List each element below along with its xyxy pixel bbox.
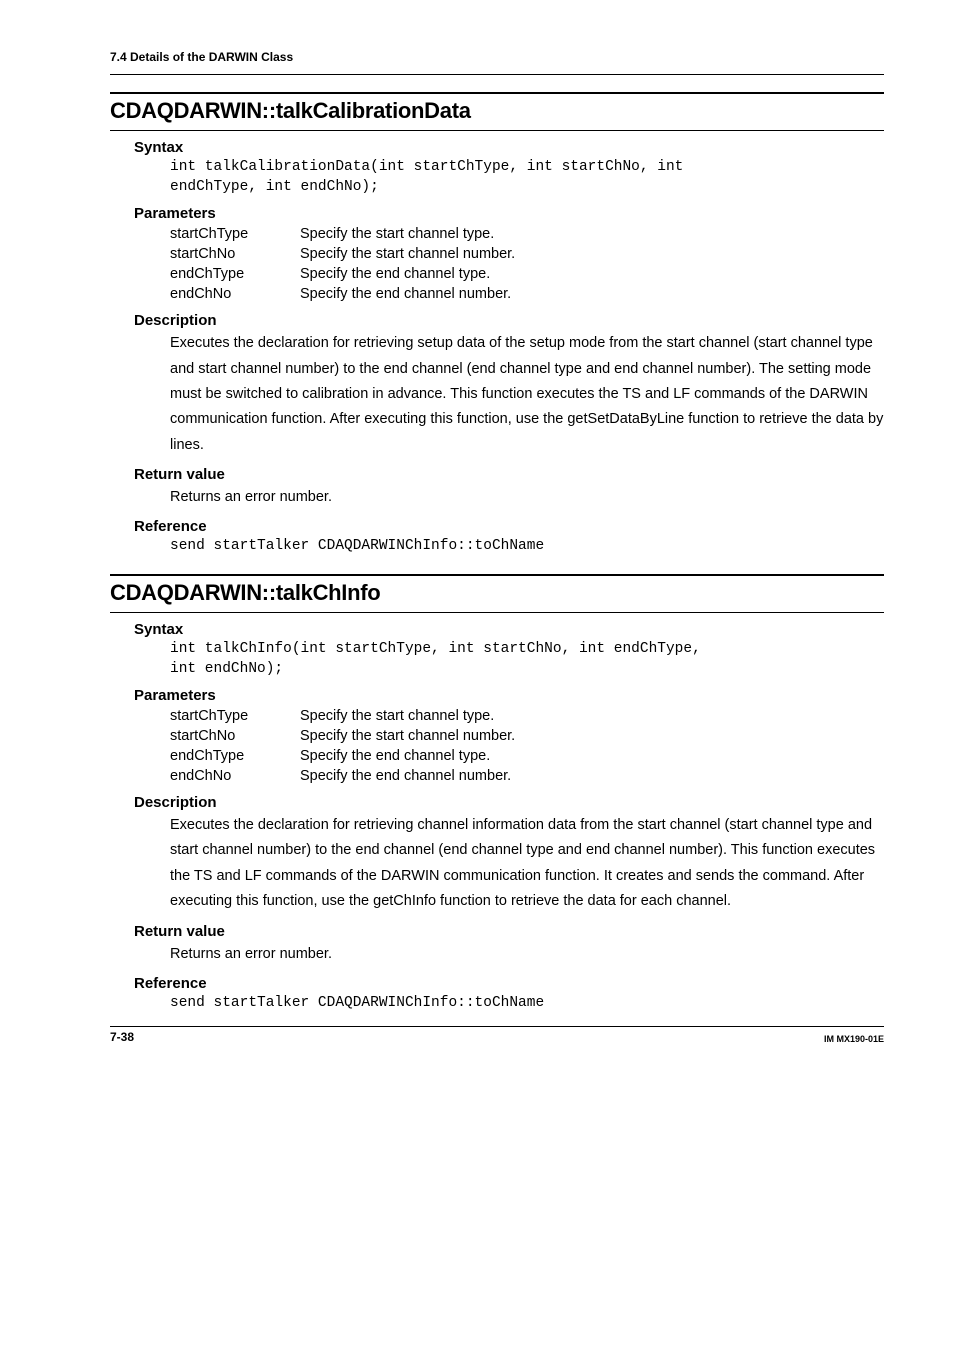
func1-desc-label: Description xyxy=(134,312,884,329)
func2-title: CDAQDARWIN::talkChInfo xyxy=(110,580,884,606)
param-name: endChType xyxy=(170,746,300,766)
func1-params-table: startChTypeSpecify the start channel typ… xyxy=(170,224,515,304)
param-desc: Specify the end channel type. xyxy=(300,746,515,766)
footer-doc-id: IM MX190-01E xyxy=(824,1034,884,1044)
func1-syntax-label: Syntax xyxy=(134,139,884,156)
param-name: startChType xyxy=(170,706,300,726)
func2-syntax-label: Syntax xyxy=(134,621,884,638)
table-row: endChTypeSpecify the end channel type. xyxy=(170,746,515,766)
func2-ret-text: Returns an error number. xyxy=(170,942,884,967)
table-row: startChTypeSpecify the start channel typ… xyxy=(170,706,515,726)
param-desc: Specify the end channel number. xyxy=(300,284,515,304)
page-footer: 7-38 IM MX190-01E xyxy=(110,1026,884,1044)
func2-params-label: Parameters xyxy=(134,687,884,704)
section-header: 7.4 Details of the DARWIN Class xyxy=(110,50,884,64)
func2-ref-label: Reference xyxy=(134,975,884,992)
param-desc: Specify the end channel type. xyxy=(300,264,515,284)
table-row: startChNoSpecify the start channel numbe… xyxy=(170,726,515,746)
func1-ref-label: Reference xyxy=(134,518,884,535)
param-name: startChNo xyxy=(170,726,300,746)
func1-desc-text: Executes the declaration for retrieving … xyxy=(170,331,884,458)
func1-ret-text: Returns an error number. xyxy=(170,485,884,510)
func2-desc-text: Executes the declaration for retrieving … xyxy=(170,813,884,915)
func2-under-rule xyxy=(110,612,884,613)
param-desc: Specify the start channel type. xyxy=(300,224,515,244)
func1-top-rule xyxy=(110,92,884,94)
param-desc: Specify the start channel number. xyxy=(300,244,515,264)
header-rule xyxy=(110,74,884,75)
param-desc: Specify the end channel number. xyxy=(300,766,515,786)
param-name: endChNo xyxy=(170,284,300,304)
param-name: startChNo xyxy=(170,244,300,264)
table-row: endChNoSpecify the end channel number. xyxy=(170,284,515,304)
func1-under-rule xyxy=(110,130,884,131)
page-container: 7.4 Details of the DARWIN Class CDAQDARW… xyxy=(0,0,954,1074)
param-desc: Specify the start channel type. xyxy=(300,706,515,726)
param-name: startChType xyxy=(170,224,300,244)
func1-title: CDAQDARWIN::talkCalibrationData xyxy=(110,98,884,124)
table-row: endChNoSpecify the end channel number. xyxy=(170,766,515,786)
func2-ref-code: send startTalker CDAQDARWINChInfo::toChN… xyxy=(170,994,884,1014)
func2-desc-label: Description xyxy=(134,794,884,811)
func2-top-rule xyxy=(110,574,884,576)
func1-params-label: Parameters xyxy=(134,205,884,222)
func1-ret-label: Return value xyxy=(134,466,884,483)
func1-syntax-code: int talkCalibrationData(int startChType,… xyxy=(170,158,884,197)
table-row: endChTypeSpecify the end channel type. xyxy=(170,264,515,284)
param-desc: Specify the start channel number. xyxy=(300,726,515,746)
func2-ret-label: Return value xyxy=(134,923,884,940)
param-name: endChType xyxy=(170,264,300,284)
param-name: endChNo xyxy=(170,766,300,786)
table-row: startChNoSpecify the start channel numbe… xyxy=(170,244,515,264)
func2-params-table: startChTypeSpecify the start channel typ… xyxy=(170,706,515,786)
table-row: startChTypeSpecify the start channel typ… xyxy=(170,224,515,244)
func1-ref-code: send startTalker CDAQDARWINChInfo::toChN… xyxy=(170,537,884,557)
func2-syntax-code: int talkChInfo(int startChType, int star… xyxy=(170,640,884,679)
footer-page-number: 7-38 xyxy=(110,1030,134,1044)
